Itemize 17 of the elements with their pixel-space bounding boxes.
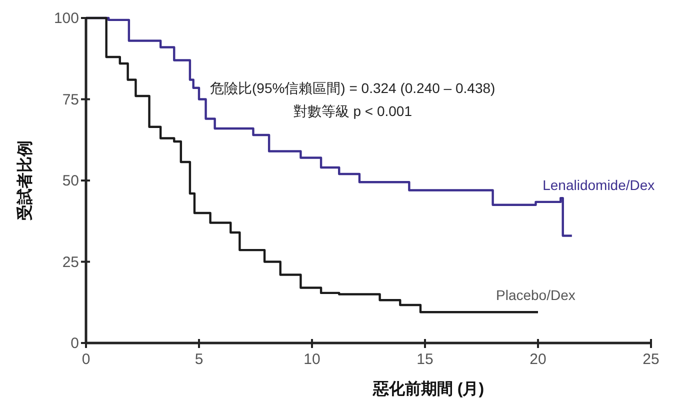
y-tick-label: 100 <box>54 10 79 27</box>
y-tick-label: 0 <box>70 335 79 352</box>
y-tick-label: 25 <box>62 254 79 271</box>
y-tick-label: 75 <box>62 91 79 108</box>
y-axis-title: 受試者比例 <box>16 140 34 222</box>
x-tick-label: 5 <box>194 351 204 368</box>
series-label: Lenalidomide/Dex <box>542 177 655 194</box>
series-label: Placebo/Dex <box>496 287 576 304</box>
x-tick-label: 10 <box>304 351 320 368</box>
x-tick-label: 0 <box>82 351 90 368</box>
x-tick-label: 25 <box>642 351 660 368</box>
x-tick-label: 15 <box>416 351 434 368</box>
annotation: 對數等級 p < 0.001 <box>293 103 412 119</box>
y-tick-label: 50 <box>62 172 79 190</box>
annotation: 危險比(95%信賴區間) = 0.324 (0.240 – 0.438) <box>210 80 496 96</box>
x-tick-label: 20 <box>530 351 546 368</box>
x-axis-title: 惡化前期間 (月) <box>372 380 484 398</box>
